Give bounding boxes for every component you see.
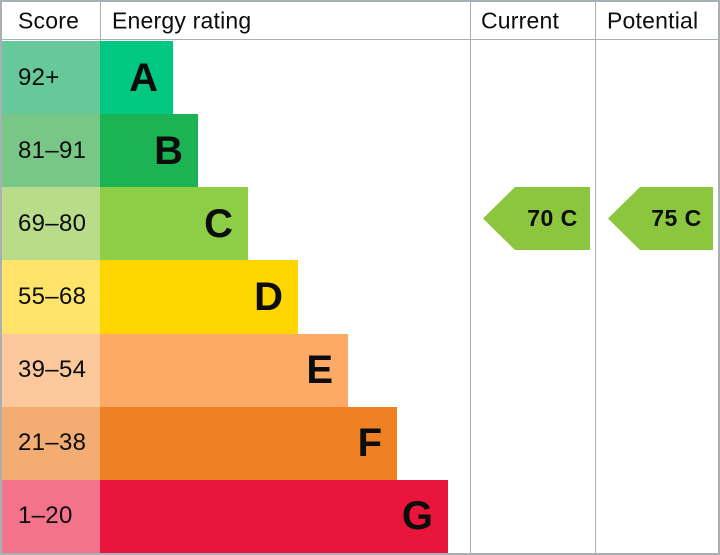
band-bar: D [100,260,298,334]
band-row-f: 21–38 F [2,406,718,480]
header-current: Current [481,7,560,33]
band-letter: D [254,274,283,319]
header-potential: Potential [607,7,699,33]
current-rating-label: 70 C [527,205,578,231]
band-row-b: 81–91 B [2,114,718,188]
band-score-range: 39–54 [2,333,100,407]
band-row-a: 92+ A [2,41,718,115]
band-score-range: 1–20 [2,479,100,553]
potential-rating-label: 75 C [651,205,702,231]
band-bar: B [100,114,198,188]
band-row-c: 69–80 C [2,187,718,261]
band-letter: A [129,55,158,100]
potential-column-divider [595,2,596,553]
band-row-g: 1–20 G [2,479,718,553]
band-row-d: 55–68 D [2,260,718,334]
band-score-range: 92+ [2,41,100,115]
band-score-range: 21–38 [2,406,100,480]
band-letter: E [306,348,333,393]
band-letter: G [401,494,433,539]
band-row-e: 39–54 E [2,333,718,407]
band-bar: E [100,333,348,407]
band-bar: G [100,479,448,553]
band-bar: A [100,41,173,115]
band-score-range: 81–91 [2,114,100,188]
band-score-range: 69–80 [2,187,100,261]
band-score-range: 55–68 [2,260,100,334]
band-bar: C [100,187,248,261]
band-letter: C [204,201,233,246]
score-column-divider [100,2,101,41]
header-energy-rating: Energy rating [112,7,252,33]
band-letter: B [154,128,183,173]
table-header: Score Energy rating Current Potential [2,2,718,40]
band-bar: F [100,406,397,480]
header-score: Score [18,7,80,33]
band-letter: F [357,421,382,466]
band-rows: 92+ A 81–91 B 69–80 C 55–68 D 39–54 [2,41,718,553]
current-column-divider [470,2,471,553]
